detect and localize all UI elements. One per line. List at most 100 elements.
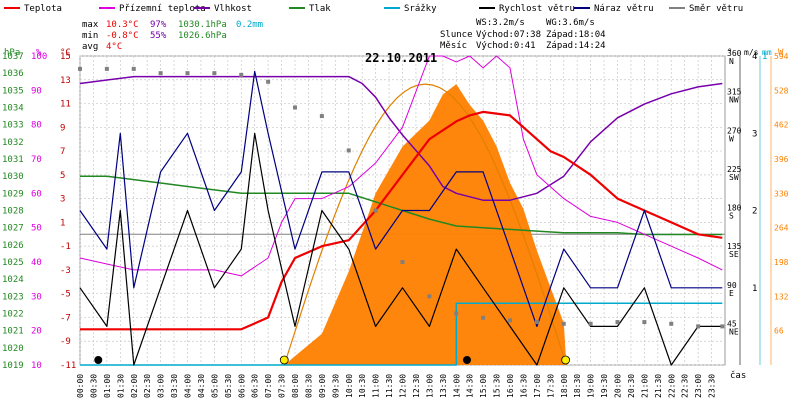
tick-label-time: 06:30 xyxy=(251,374,260,398)
wind-dir-point xyxy=(561,321,566,326)
tick-label-solar: 528 xyxy=(774,86,789,95)
moonrise-marker xyxy=(94,356,103,364)
tick-label-wind-dir: 180 xyxy=(727,204,742,213)
wind-dir-point xyxy=(346,148,351,153)
tick-label-solar: 198 xyxy=(774,258,789,267)
wind-dir-point xyxy=(454,311,459,316)
tick-label-temperature: -1 xyxy=(60,242,71,252)
tick-label-temperature: 5 xyxy=(60,171,65,181)
tick-label-wind-speed: 3 xyxy=(752,129,757,139)
tick-label-time: 03:30 xyxy=(170,374,179,398)
tick-label-temperature: -3 xyxy=(60,266,71,276)
tick-label-rain: 1 xyxy=(762,52,767,62)
stat-temp-min: -0.8°C xyxy=(106,31,139,41)
wind-dir-point xyxy=(212,71,217,76)
tick-label-wind-dir: 315 xyxy=(727,88,742,97)
tick-label-time: 12:30 xyxy=(412,374,421,398)
tick-label-time: 21:30 xyxy=(654,374,663,398)
tick-label-time: 14:30 xyxy=(466,374,475,398)
tick-label-time: 02:00 xyxy=(130,374,139,398)
tick-label-wind-speed: 4 xyxy=(752,52,757,62)
wind-dir-point xyxy=(104,66,109,71)
wind-dir-point xyxy=(319,114,324,119)
legend-label-temperature: Teplota xyxy=(24,4,62,14)
tick-label-time: 11:00 xyxy=(372,374,381,398)
tick-label-temperature: 1 xyxy=(60,218,65,228)
tick-label-humidity: 80 xyxy=(31,121,42,131)
tick-label-temperature: -7 xyxy=(60,313,71,323)
tick-label-time: 07:00 xyxy=(264,374,273,398)
stat-hum-max: 97% xyxy=(150,20,167,30)
tick-label-time: 02:30 xyxy=(143,374,152,398)
series-feels-like xyxy=(79,55,723,277)
series-humidity xyxy=(79,75,723,201)
tick-label-solar: 462 xyxy=(774,121,789,130)
tick-label-humidity: 20 xyxy=(31,327,42,337)
tick-label-pressure: 1031 xyxy=(2,155,24,165)
tick-label-solar: 594 xyxy=(774,52,789,61)
tick-label-temperature: 11 xyxy=(60,100,71,110)
sunrise-marker xyxy=(279,355,289,365)
tick-label-humidity: 50 xyxy=(31,224,42,234)
wind-dir-point xyxy=(131,66,136,71)
tick-label-solar: 264 xyxy=(774,224,789,233)
sun-set: Západ:18:04 xyxy=(546,30,606,40)
tick-label-temperature: 15 xyxy=(60,52,71,62)
stat-label-max: max xyxy=(82,20,99,30)
wind-dir-point xyxy=(669,321,674,326)
legend-label-rain: Srážky xyxy=(404,4,437,14)
tick-label-solar: 396 xyxy=(774,155,789,164)
tick-label-wind-dir: 45 xyxy=(727,319,737,328)
tick-label-temperature: -11 xyxy=(60,361,76,371)
tick-label-time: 18:30 xyxy=(573,374,582,398)
tick-label-pressure: 1033 xyxy=(2,121,24,131)
tick-label-solar: 132 xyxy=(774,292,789,301)
tick-label-humidity: 10 xyxy=(31,361,42,371)
tick-label-time: 23:00 xyxy=(694,374,703,398)
tick-label-wind-speed: 2 xyxy=(752,207,757,217)
tick-label-wind-compass: NE xyxy=(729,327,739,336)
tick-label-wind-dir: 225 xyxy=(727,165,742,174)
tick-label-time: 00:30 xyxy=(89,374,98,398)
tick-label-wind-speed: 1 xyxy=(752,284,757,294)
wind-dir-point xyxy=(158,71,163,76)
wind-dir-point xyxy=(185,71,190,76)
tick-label-pressure: 1032 xyxy=(2,138,24,148)
tick-label-time: 15:00 xyxy=(479,374,488,398)
tick-label-pressure: 1024 xyxy=(2,275,24,285)
tick-label-time: 08:30 xyxy=(304,374,313,398)
legend-label-wind_speed: Rychlost větru xyxy=(499,4,575,14)
tick-label-time: 22:30 xyxy=(681,374,690,398)
tick-label-humidity: 70 xyxy=(31,155,42,165)
legend-label-humidity: Vlhkost xyxy=(214,4,252,14)
tick-label-time: 12:00 xyxy=(399,374,408,398)
legend-label-wind_gust: Náraz větru xyxy=(594,4,654,14)
tick-label-time: 15:30 xyxy=(493,374,502,398)
axis-title-ms: m/s xyxy=(744,48,759,57)
tick-label-wind-compass: S xyxy=(729,212,734,221)
tick-label-time: 04:30 xyxy=(197,374,206,398)
tick-label-temperature: 3 xyxy=(60,195,65,205)
wind-dir-point xyxy=(266,79,271,84)
axis-title-mm: mm xyxy=(762,48,772,57)
tick-label-wind-dir: 135 xyxy=(727,242,742,251)
stat-temp-max: 10.3°C xyxy=(106,20,139,30)
tick-label-humidity: 40 xyxy=(31,258,42,268)
tick-label-time: 21:00 xyxy=(640,374,649,398)
tick-label-wind-compass: NW xyxy=(729,96,739,105)
tick-label-humidity: 60 xyxy=(31,189,42,199)
axis-title-time: čas xyxy=(730,370,746,381)
tick-label-time: 11:30 xyxy=(385,374,394,398)
sun-rise: Východ:07:38 xyxy=(476,30,541,40)
tick-label-time: 22:00 xyxy=(667,374,676,398)
wind-ws: WS:3.2m/s xyxy=(476,18,525,28)
tick-label-time: 05:30 xyxy=(224,374,233,398)
tick-label-pressure: 1023 xyxy=(2,292,24,302)
tick-label-time: 01:30 xyxy=(116,374,125,398)
series-wind-speed xyxy=(79,132,723,366)
wind-dir-point xyxy=(696,324,701,329)
tick-label-temperature: 9 xyxy=(60,123,65,133)
tick-label-time: 01:00 xyxy=(103,374,112,398)
tick-label-time: 20:30 xyxy=(627,374,636,398)
